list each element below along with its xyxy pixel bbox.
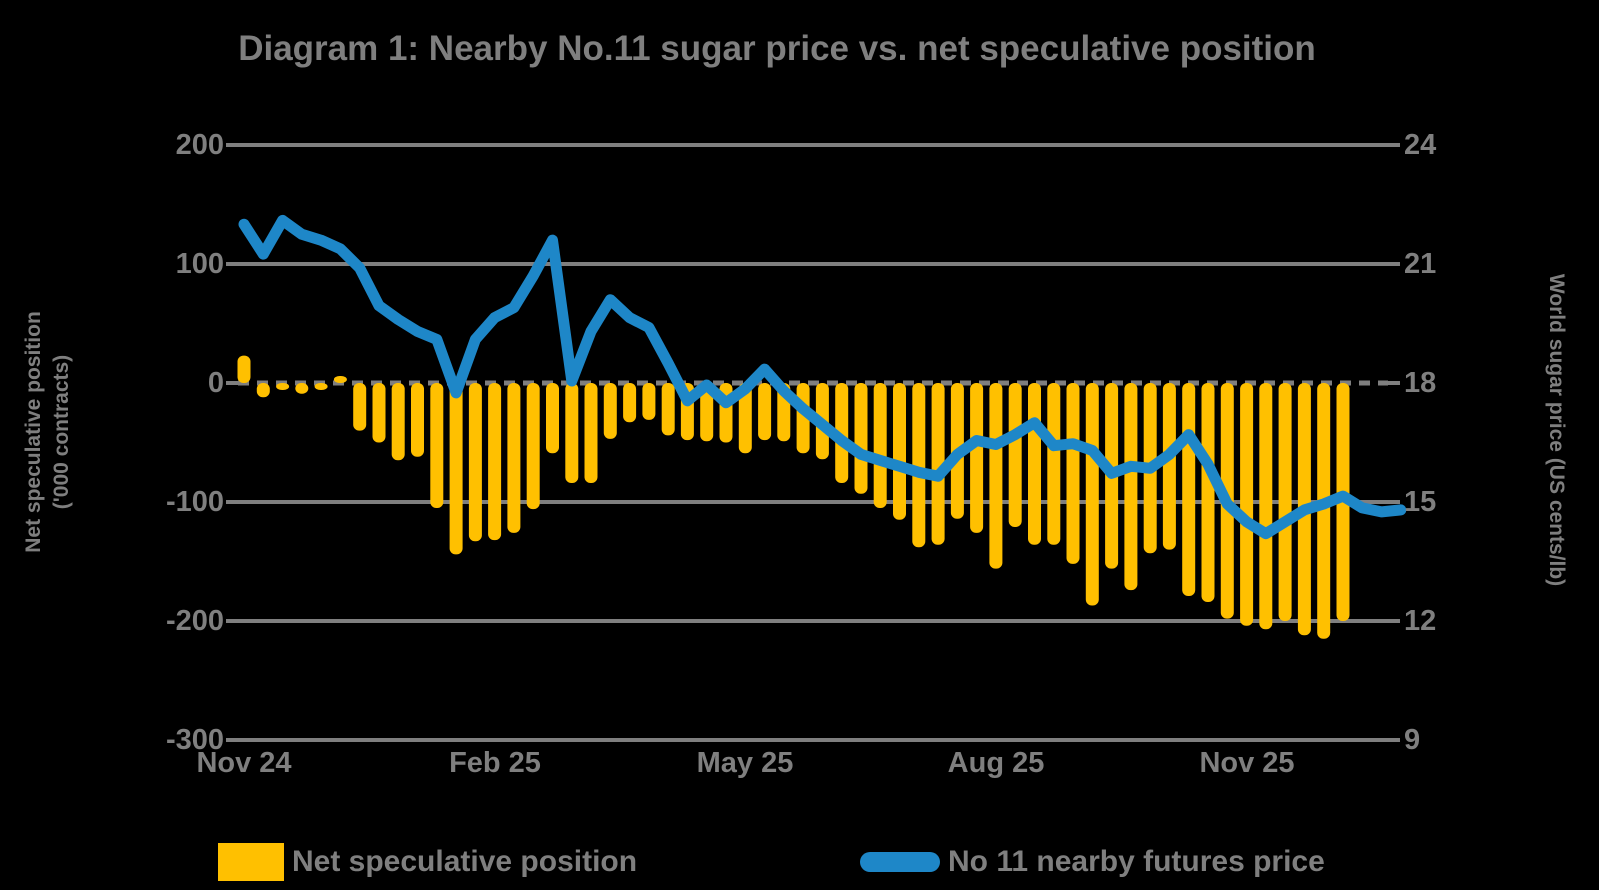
bar — [1008, 383, 1022, 527]
bar — [314, 383, 328, 390]
gridlines — [226, 143, 1400, 742]
bar — [642, 383, 656, 420]
bar — [1028, 383, 1041, 545]
x-tick-feb-25: Feb 25 — [449, 747, 541, 779]
bar — [1047, 383, 1061, 545]
bar — [738, 383, 752, 454]
y-right-tick-18: 18 — [1404, 367, 1437, 399]
bar — [912, 383, 926, 548]
y-left-tick--200: -200 — [165, 605, 224, 637]
bar — [661, 383, 675, 436]
x-tick-aug-25: Aug 25 — [947, 747, 1045, 779]
bar — [1240, 383, 1254, 626]
x-tick-may-25: May 25 — [696, 747, 794, 779]
bar — [353, 383, 367, 431]
bar — [835, 383, 849, 483]
bar — [391, 383, 405, 461]
bar — [488, 383, 502, 541]
bar — [468, 383, 482, 542]
bar — [1201, 383, 1215, 602]
bar — [854, 383, 868, 494]
bar — [295, 383, 309, 394]
bar — [1278, 383, 1292, 621]
bar — [700, 383, 714, 442]
bar — [411, 383, 424, 457]
bar — [1317, 383, 1331, 639]
y-left-tick-100: 100 — [175, 248, 224, 280]
bar — [565, 383, 579, 483]
y-right-tick-9: 9 — [1404, 724, 1421, 756]
y-left-tick--300: -300 — [165, 724, 224, 756]
y-right-tick-12: 12 — [1404, 605, 1437, 637]
bar — [372, 383, 386, 443]
bar — [893, 383, 906, 520]
bar — [546, 383, 559, 454]
bar — [1085, 383, 1099, 606]
y-right-tick-24: 24 — [1404, 129, 1437, 161]
bar — [1162, 383, 1176, 550]
bar — [603, 383, 617, 439]
y-right-tick-21: 21 — [1404, 248, 1437, 280]
y-left-tick--100: -100 — [165, 486, 224, 518]
bar — [873, 383, 887, 508]
y-left-tick-0: 0 — [207, 367, 224, 399]
bar — [1182, 383, 1196, 596]
bar — [507, 383, 521, 533]
y-right-tick-15: 15 — [1404, 486, 1437, 518]
bar — [931, 383, 945, 545]
bar — [1259, 383, 1273, 630]
bar — [1066, 383, 1080, 564]
bar — [276, 383, 290, 390]
bar — [256, 383, 270, 398]
x-tick-nov-25: Nov 25 — [1199, 747, 1295, 779]
bar — [584, 383, 598, 483]
bar — [989, 383, 1003, 569]
bar — [237, 355, 251, 383]
bar — [1124, 383, 1138, 591]
x-tick-nov-24: Nov 24 — [196, 747, 292, 779]
bar — [526, 383, 540, 510]
bar — [758, 383, 772, 441]
bar — [449, 383, 463, 555]
bar — [970, 383, 984, 533]
bar — [623, 383, 637, 423]
line-series-no11-nearby-futures-price — [238, 214, 1407, 540]
bar — [333, 376, 347, 383]
bar — [430, 383, 444, 508]
y-left-tick-200: 200 — [175, 129, 224, 161]
chart-title: Diagram 1: Nearby No.11 sugar price vs. … — [238, 29, 1316, 68]
